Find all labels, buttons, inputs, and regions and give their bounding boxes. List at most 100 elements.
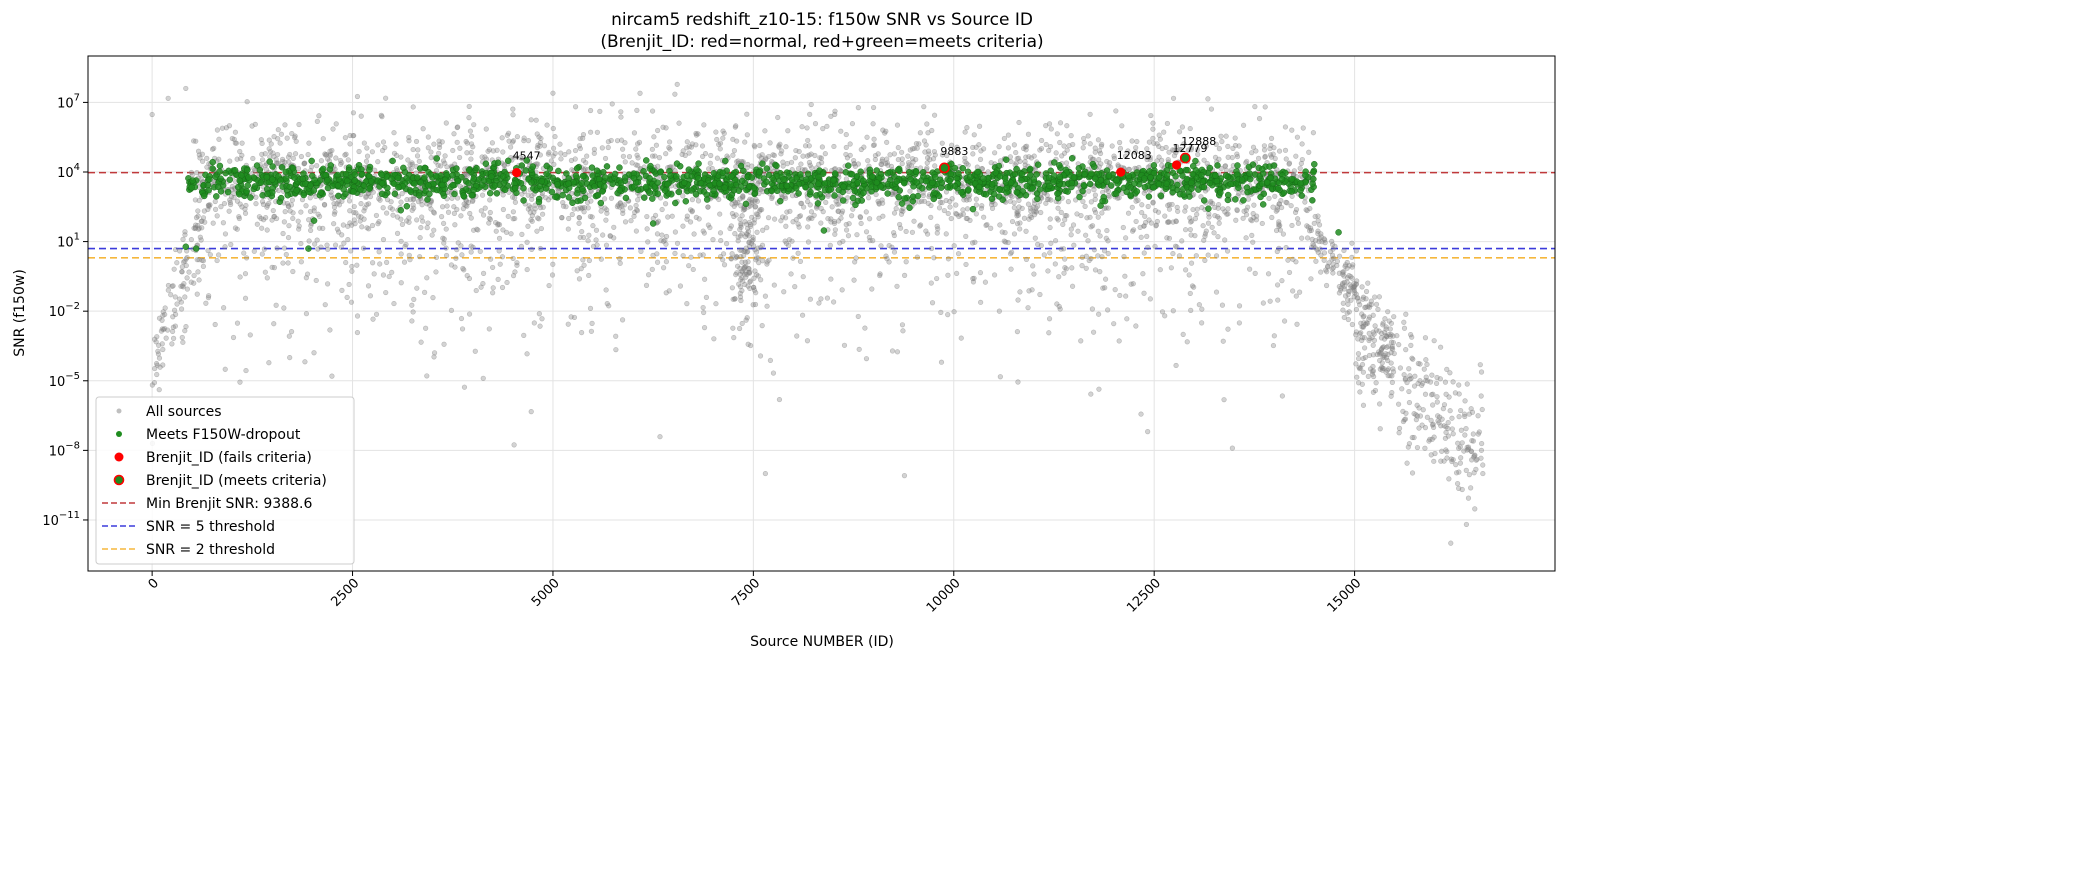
all-sources-point: [808, 101, 814, 108]
all-sources-point: [315, 246, 321, 252]
all-sources-point: [1273, 227, 1280, 234]
all-sources-point: [1003, 239, 1009, 245]
all-sources-point: [603, 242, 610, 248]
all-sources-point: [1350, 285, 1356, 291]
all-sources-point: [591, 150, 597, 156]
all-sources-point: [1164, 235, 1170, 241]
all-sources-point: [1232, 135, 1238, 141]
all-sources-point: [379, 114, 385, 120]
all-sources-point: [308, 167, 314, 174]
all-sources-point: [160, 362, 166, 368]
all-sources-point: [1250, 144, 1257, 150]
dropout-point: [565, 194, 573, 201]
all-sources-point: [1341, 247, 1347, 254]
all-sources-point: [699, 143, 706, 149]
all-sources-point: [324, 242, 330, 248]
all-sources-point: [1016, 204, 1022, 210]
all-sources-point: [439, 204, 446, 210]
all-sources-point: [1063, 266, 1070, 272]
all-sources-point: [398, 216, 404, 222]
scatter-chart: nircam5 redshift_z10-15: f150w SNR vs So…: [12, 10, 1556, 650]
all-sources-point: [943, 197, 949, 204]
all-sources-point: [1212, 213, 1218, 219]
all-sources-point: [1019, 205, 1025, 211]
all-sources-point: [1260, 300, 1266, 306]
all-sources-point: [1142, 213, 1148, 219]
all-sources-point: [895, 144, 901, 151]
all-sources-point: [1126, 166, 1133, 173]
all-sources-point: [797, 258, 804, 264]
dropout-point: [1125, 172, 1132, 180]
all-sources-point: [878, 243, 884, 249]
all-sources-point: [701, 309, 707, 316]
all-sources-point: [169, 283, 175, 289]
all-sources-point: [259, 251, 265, 257]
dropout-point: [1090, 163, 1098, 170]
all-sources-point: [1445, 420, 1451, 426]
all-sources-point: [296, 121, 302, 128]
all-sources-point: [1321, 257, 1327, 263]
dropout-point: [1297, 186, 1304, 194]
all-sources-point: [936, 205, 943, 211]
all-sources-point: [1187, 125, 1193, 132]
all-sources-point: [1123, 293, 1129, 299]
all-sources-point: [1271, 145, 1277, 151]
all-sources-point: [1480, 462, 1486, 468]
dropout-point: [1047, 167, 1055, 175]
all-sources-point: [1015, 297, 1021, 303]
all-sources-point: [819, 159, 825, 166]
all-sources-point: [954, 211, 960, 217]
all-sources-point: [1318, 252, 1324, 258]
all-sources-point: [1159, 145, 1165, 152]
all-sources-point: [501, 163, 507, 169]
all-sources-point: [1146, 217, 1152, 223]
dropout-point: [996, 186, 1003, 193]
all-sources-point: [1026, 154, 1032, 160]
all-sources-point: [1113, 108, 1119, 114]
all-sources-point: [1462, 398, 1468, 404]
all-sources-point: [1272, 193, 1278, 199]
dropout-point: [384, 184, 391, 192]
all-sources-point: [1380, 322, 1386, 328]
all-sources-point: [1198, 194, 1204, 200]
all-sources-point: [536, 216, 542, 222]
all-sources-point: [416, 158, 422, 164]
all-sources-point: [552, 133, 558, 140]
all-sources-point: [537, 245, 543, 252]
all-sources-point: [1041, 252, 1047, 258]
dropout-point: [969, 205, 977, 213]
all-sources-point: [467, 128, 474, 134]
all-sources-point: [1139, 209, 1145, 216]
all-sources-point: [1215, 205, 1221, 211]
all-sources-point: [937, 199, 943, 206]
all-sources-point: [836, 167, 843, 173]
all-sources-point: [169, 328, 176, 335]
all-sources-point: [963, 215, 969, 222]
all-sources-point: [718, 237, 724, 244]
all-sources-point: [525, 137, 532, 144]
all-sources-point: [1388, 339, 1395, 345]
all-sources-point: [1365, 373, 1371, 379]
all-sources-point: [545, 197, 552, 203]
all-sources-point: [1345, 316, 1351, 323]
all-sources-point: [587, 305, 594, 311]
all-sources-point: [1037, 291, 1043, 298]
all-sources-point: [1236, 320, 1242, 326]
all-sources-point: [571, 314, 578, 321]
all-sources-point: [1045, 268, 1051, 274]
all-sources-point: [713, 129, 719, 135]
all-sources-point: [745, 341, 751, 347]
all-sources-point: [1068, 133, 1074, 139]
all-sources-point: [1047, 250, 1053, 256]
all-sources-point: [812, 121, 819, 127]
all-sources-point: [887, 152, 893, 158]
all-sources-point: [1055, 205, 1061, 211]
all-sources-point: [521, 135, 527, 141]
all-sources-point: [884, 156, 890, 162]
all-sources-point: [375, 159, 381, 165]
all-sources-point: [1341, 314, 1347, 321]
dropout-point: [839, 197, 847, 204]
all-sources-point: [1478, 447, 1485, 453]
all-sources-point: [1182, 208, 1188, 214]
all-sources-point: [296, 226, 302, 232]
